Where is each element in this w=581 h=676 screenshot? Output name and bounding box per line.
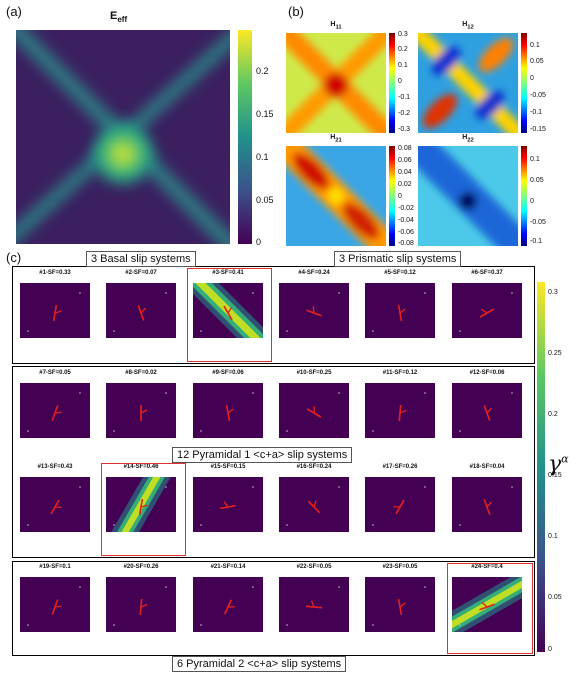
h12-heatmap (418, 33, 518, 133)
h21-tick: 0 (398, 193, 402, 200)
h11-tick: 0.2 (398, 46, 408, 53)
colorbar-c-tick: 0.3 (548, 289, 558, 296)
colorbar-c-tick: 0.05 (548, 594, 562, 601)
h12-tick: -0.1 (530, 109, 543, 116)
highlight-tile-24 (447, 563, 533, 654)
prismatic-label: 3 Prismatic slip systems (334, 251, 462, 267)
h21-tick: 0.04 (398, 169, 412, 176)
basal-label: 3 Basal slip systems (86, 251, 196, 267)
pyramidal2-label: 6 Pyramidal 2 <c+a> slip systems (172, 656, 347, 672)
colorbar-a-tick: 0 (256, 237, 262, 247)
colorbar-c-tick: 0.15 (548, 472, 562, 479)
colorbar-c-tick: 0.2 (548, 411, 558, 418)
h21-heatmap (286, 146, 386, 246)
colorbar-c-tick: 0.25 (548, 350, 562, 357)
h12-colorbar (521, 33, 527, 133)
h21-colorbar (389, 146, 395, 246)
h21-tick: -0.06 (398, 229, 414, 236)
highlight-tile-14 (101, 463, 186, 556)
panel-a-letter: (a) (6, 4, 22, 19)
h22-colorbar (521, 146, 527, 246)
h21-tick: -0.04 (398, 217, 414, 224)
panel-b-letter: (b) (288, 4, 304, 19)
h21-tick: 0.02 (398, 181, 412, 188)
colorbar-c-tick: 0 (548, 646, 552, 653)
colorbar-c-tick: 0.1 (548, 533, 558, 540)
h11-tick: -0.3 (398, 126, 411, 133)
h22-tick: 0.05 (530, 177, 544, 184)
panel-c-colorbar (537, 282, 545, 652)
pyramidal1-group (12, 366, 535, 558)
pyramidal2-group (12, 561, 535, 656)
panel-a-title: Eeff (110, 10, 128, 25)
colorbar-a-tick: 0.05 (256, 195, 274, 205)
h11-colorbar (389, 33, 395, 133)
h21-tick: -0.08 (398, 240, 414, 247)
h21-tick: -0.02 (398, 205, 414, 212)
h22-tick: -0.05 (530, 219, 546, 226)
h22-heatmap (418, 146, 518, 246)
h12-tick: 0.05 (530, 58, 544, 65)
h11-tick: 0.1 (398, 62, 408, 69)
pyramidal1-label: 12 Pyramidal 1 <c+a> slip systems (172, 447, 353, 463)
basal-prismatic-group (12, 266, 535, 364)
panel-a-colorbar (238, 30, 252, 244)
panel-c-letter: (c) (6, 250, 22, 265)
h12-tick: -0.05 (530, 92, 546, 99)
highlight-tile-3 (187, 268, 272, 362)
panel-a-heatmap (16, 30, 230, 244)
h11-tick: -0.2 (398, 110, 411, 117)
h12-tick: 0.1 (530, 42, 540, 49)
h22-tick: 0 (530, 198, 534, 205)
h11-title: H11 (330, 21, 342, 31)
h21-tick: 0.08 (398, 145, 412, 152)
colorbar-a-tick: 0.1 (256, 152, 269, 162)
h11-tick: -0.1 (398, 94, 411, 101)
h11-heatmap (286, 33, 386, 133)
h22-tick: 0.1 (530, 156, 540, 163)
h11-tick: 0 (398, 78, 402, 85)
h21-tick: 0.06 (398, 157, 412, 164)
h22-tick: -0.1 (530, 238, 543, 245)
h12-title: H12 (462, 21, 474, 31)
h22-title: H22 (462, 134, 474, 144)
colorbar-c-label: γα (548, 452, 569, 477)
h21-title: H21 (330, 134, 342, 144)
h11-tick: 0.3 (398, 31, 408, 38)
h12-tick: 0 (530, 75, 534, 82)
colorbar-a-tick: 0.15 (256, 109, 274, 119)
colorbar-a-tick: 0.2 (256, 66, 269, 76)
h12-tick: -0.15 (530, 126, 546, 133)
